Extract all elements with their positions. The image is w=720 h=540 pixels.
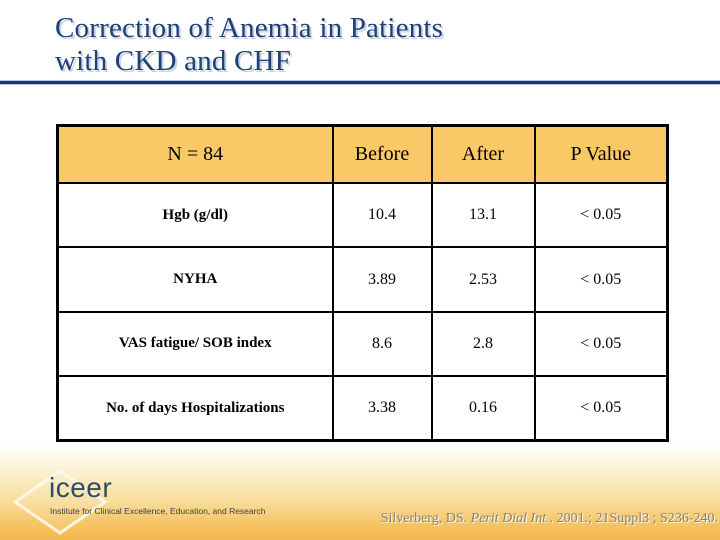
slide-title-line1: Correction of Anemia in Patients [55, 12, 444, 44]
header-n: N = 84 [56, 124, 334, 184]
cell-pvalue: < 0.05 [533, 310, 669, 378]
cell-pvalue: < 0.05 [533, 375, 669, 442]
row-label: VAS fatigue/ SOB index [56, 310, 334, 378]
cell-before: 8.6 [331, 310, 433, 378]
cell-after: 2.8 [430, 310, 536, 378]
cell-pvalue: < 0.05 [533, 246, 669, 313]
iceer-logo: iceer Institute for Clinical Excellence,… [12, 466, 272, 536]
diamond-icon [12, 469, 108, 535]
row-label: Hgb (g/dl) [56, 181, 334, 249]
cell-after: 0.16 [430, 375, 536, 442]
cell-before: 3.38 [331, 375, 433, 442]
logo-tagline: Institute for Clinical Excellence, Educa… [50, 506, 266, 516]
header-before: Before [331, 124, 433, 184]
table-row-nyha: NYHA 3.89 2.53 < 0.05 [56, 246, 669, 313]
citation: Silverberg, DS. Perit Dial Int . 2001.; … [381, 511, 718, 527]
logo-wordmark: iceer [49, 472, 113, 503]
cell-after: 13.1 [430, 181, 536, 249]
slide-title: Correction of Anemia in Patients with CK… [55, 12, 443, 78]
cell-before: 10.4 [331, 181, 433, 249]
citation-journal: Perit Dial Int [470, 511, 547, 526]
header-pvalue: P Value [533, 124, 669, 184]
row-label: No. of days Hospitalizations [56, 375, 334, 442]
citation-rest: . 2001.; 21Suppl3 ; S236-240. [546, 511, 718, 526]
header-after: After [430, 124, 536, 184]
table-row-vas: VAS fatigue/ SOB index 8.6 2.8 < 0.05 [56, 310, 669, 378]
table-row-hgb: Hgb (g/dl) 10.4 13.1 < 0.05 [56, 181, 669, 249]
citation-author: Silverberg, DS. [380, 511, 471, 526]
results-table: N = 84 Before After P Value Hgb (g/dl) 1… [56, 124, 669, 442]
slide-title-line2: with CKD and CHF [55, 45, 292, 77]
table-header-row: N = 84 Before After P Value [56, 124, 669, 184]
table-row-hospitalizations: No. of days Hospitalizations 3.38 0.16 <… [56, 375, 669, 442]
title-underline-rule [0, 80, 720, 85]
cell-after: 2.53 [430, 246, 536, 313]
bottom-gradient-band [0, 444, 720, 540]
cell-pvalue: < 0.05 [533, 181, 669, 249]
cell-before: 3.89 [331, 246, 433, 313]
row-label: NYHA [56, 246, 334, 313]
